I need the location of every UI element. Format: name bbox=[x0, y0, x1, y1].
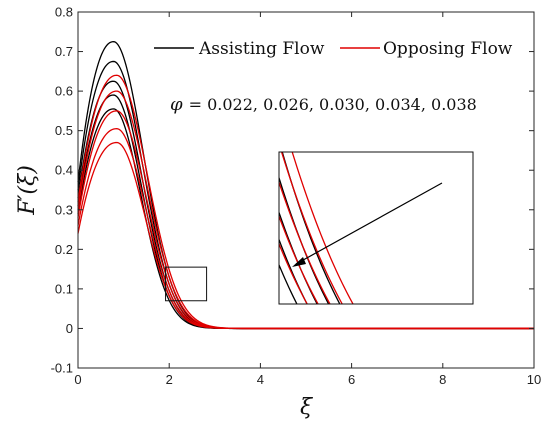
axis-ticks: 0 2 4 6 8 10-0.100.10.20.30.40.50.60.70.8 bbox=[51, 5, 542, 388]
y-tick-label: -0.1 bbox=[51, 361, 73, 376]
y-tick-label: 0.5 bbox=[55, 123, 73, 138]
legend-label-assisting: Assisting Flow bbox=[198, 39, 325, 59]
inset-curve-opposing-flow-phi-0.03 bbox=[279, 180, 331, 304]
inset-zoom bbox=[278, 151, 474, 305]
y-tick-label: 0.8 bbox=[55, 5, 73, 20]
x-tick-label: 10 bbox=[527, 372, 541, 387]
zoom-region-marker bbox=[165, 266, 208, 302]
legend: Assisting Flow Opposing Flow bbox=[154, 39, 513, 59]
series-curves bbox=[77, 41, 534, 330]
trend-arrowhead bbox=[292, 257, 306, 267]
inset-lines bbox=[279, 152, 354, 304]
y-axis-label: F′(ξ) bbox=[15, 165, 40, 216]
y-tick-label: 0.1 bbox=[55, 281, 73, 296]
y-tick-label: 0.6 bbox=[55, 84, 73, 99]
x-tick-label: 2 bbox=[166, 372, 173, 387]
trend-arrow bbox=[295, 182, 443, 265]
x-tick-label: 4 bbox=[257, 372, 264, 387]
y-tick-label: 0 bbox=[66, 321, 73, 336]
inset-background bbox=[279, 152, 473, 304]
y-tick-label: 0.4 bbox=[55, 163, 73, 178]
x-tick-label: 8 bbox=[439, 372, 446, 387]
phi-symbol: φ bbox=[170, 94, 183, 115]
curve-opposing-flow-phi-0.038 bbox=[77, 141, 534, 330]
inset-curve-opposing-flow-phi-0.026 bbox=[280, 152, 343, 304]
y-tick-label: 0.3 bbox=[55, 202, 73, 217]
inset-frame bbox=[278, 151, 474, 305]
plot-frame bbox=[77, 11, 535, 369]
legend-label-opposing: Opposing Flow bbox=[383, 39, 513, 59]
y-tick-label: 0.7 bbox=[55, 44, 73, 59]
zoom-box bbox=[165, 266, 208, 302]
parameter-annotation: φ = 0.022, 0.026, 0.030, 0.034, 0.038 bbox=[170, 94, 477, 115]
phi-values: = 0.022, 0.026, 0.030, 0.034, 0.038 bbox=[189, 95, 477, 114]
inset-curve-opposing-flow-phi-0.034 bbox=[279, 214, 319, 304]
y-tick-label: 0.2 bbox=[55, 242, 73, 257]
inset-curve-opposing-flow-phi-0.038 bbox=[279, 242, 308, 304]
x-tick-label: 0 bbox=[74, 372, 81, 387]
x-tick-label: 6 bbox=[348, 372, 355, 387]
x-axis-label: ξ bbox=[300, 395, 314, 420]
inset-curve-opposing-flow-phi-0.022 bbox=[291, 152, 354, 304]
